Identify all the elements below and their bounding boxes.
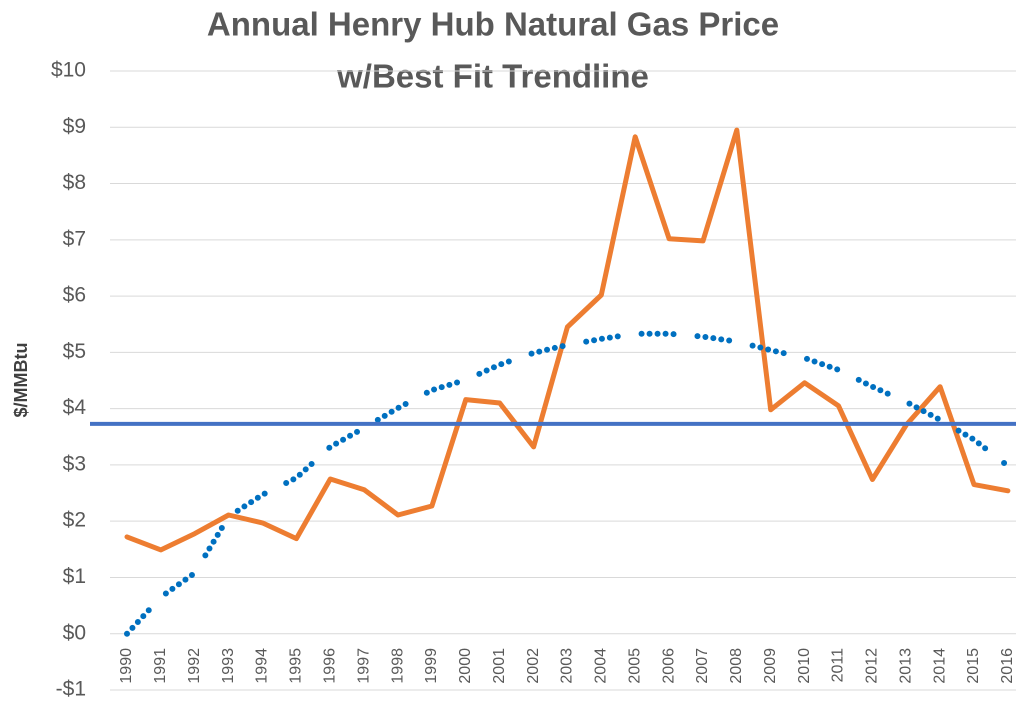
x-tick-label: 2008 xyxy=(728,648,745,684)
x-tick-label: 1990 xyxy=(118,648,135,684)
x-tick-label: 2012 xyxy=(864,648,881,684)
x-tick-label: 2001 xyxy=(491,648,508,684)
x-tick-label: 1993 xyxy=(220,648,237,684)
y-tick-label: $0 xyxy=(63,621,86,644)
x-tick-label: 1992 xyxy=(186,648,203,684)
chart-subtitle: w/Best Fit Trendline xyxy=(336,58,649,95)
x-tick-label: 2009 xyxy=(762,648,779,684)
x-tick-label: 2006 xyxy=(660,648,677,684)
series-line xyxy=(124,127,1011,553)
x-tick-label: 2005 xyxy=(626,648,643,684)
y-tick-label: $6 xyxy=(63,284,86,307)
y-tick-label: $9 xyxy=(63,115,86,138)
y-axis-label: $/MMBtu xyxy=(11,343,31,418)
series-line xyxy=(124,330,1011,637)
x-tick-label: 2004 xyxy=(593,648,610,684)
x-tick-label: 1996 xyxy=(321,648,338,684)
y-tick-label: $5 xyxy=(63,340,86,363)
x-tick-label: 2011 xyxy=(830,648,847,683)
x-tick-label: 2007 xyxy=(694,648,711,684)
y-tick-label: -$1 xyxy=(56,678,86,701)
y-tick-label: $10 xyxy=(51,59,86,82)
x-tick-label: 1991 xyxy=(152,648,169,684)
x-tick-label: 1997 xyxy=(355,648,372,684)
x-tick-label: 2003 xyxy=(559,648,576,684)
x-tick-label: 2014 xyxy=(931,648,948,684)
y-tick-label: $1 xyxy=(63,565,86,588)
y-tick-label: $8 xyxy=(63,171,86,194)
x-tick-label: 1998 xyxy=(389,648,406,684)
y-tick-label: $4 xyxy=(63,396,87,419)
y-tick-label: $7 xyxy=(63,227,86,250)
x-tick-label: 2002 xyxy=(525,648,542,684)
x-tick-label: 2015 xyxy=(965,648,982,684)
x-tick-label: 2010 xyxy=(796,648,813,684)
x-tick-label: 2016 xyxy=(999,648,1016,684)
x-tick-label: 1999 xyxy=(423,648,440,684)
chart-title: Annual Henry Hub Natural Gas Price xyxy=(207,6,779,43)
x-tick-label: 1994 xyxy=(254,648,271,684)
x-tick-label: 1995 xyxy=(288,648,305,684)
y-tick-label: $3 xyxy=(63,452,86,475)
x-tick-label: 2013 xyxy=(897,648,914,684)
x-tick-label: 2000 xyxy=(457,648,474,684)
y-tick-label: $2 xyxy=(63,509,86,532)
